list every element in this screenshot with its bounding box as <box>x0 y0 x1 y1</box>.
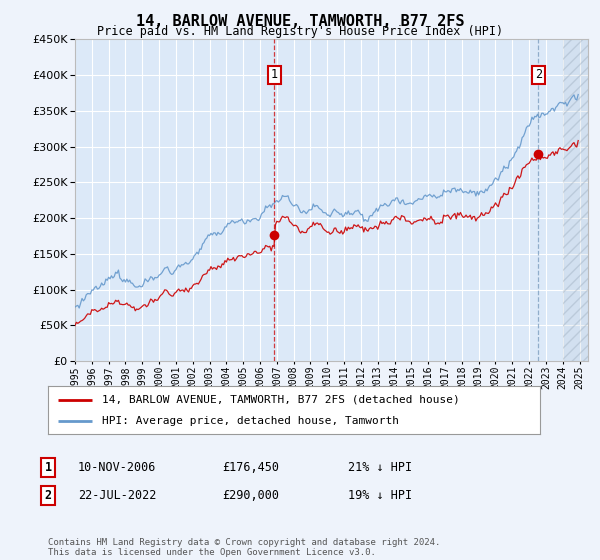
Text: 2: 2 <box>535 68 542 81</box>
Text: £176,450: £176,450 <box>222 461 279 474</box>
Text: 22-JUL-2022: 22-JUL-2022 <box>78 489 157 502</box>
Bar <box>563 39 590 361</box>
Text: 1: 1 <box>271 68 278 81</box>
Text: 2: 2 <box>44 489 52 502</box>
Text: Contains HM Land Registry data © Crown copyright and database right 2024.
This d: Contains HM Land Registry data © Crown c… <box>48 538 440 557</box>
Text: 1: 1 <box>44 461 52 474</box>
Text: 21% ↓ HPI: 21% ↓ HPI <box>348 461 412 474</box>
Bar <box>563 39 590 361</box>
Text: £290,000: £290,000 <box>222 489 279 502</box>
Text: HPI: Average price, detached house, Tamworth: HPI: Average price, detached house, Tamw… <box>102 416 399 426</box>
Text: 14, BARLOW AVENUE, TAMWORTH, B77 2FS: 14, BARLOW AVENUE, TAMWORTH, B77 2FS <box>136 14 464 29</box>
Text: 19% ↓ HPI: 19% ↓ HPI <box>348 489 412 502</box>
Text: Price paid vs. HM Land Registry's House Price Index (HPI): Price paid vs. HM Land Registry's House … <box>97 25 503 38</box>
Text: 14, BARLOW AVENUE, TAMWORTH, B77 2FS (detached house): 14, BARLOW AVENUE, TAMWORTH, B77 2FS (de… <box>102 395 460 405</box>
Text: 10-NOV-2006: 10-NOV-2006 <box>78 461 157 474</box>
